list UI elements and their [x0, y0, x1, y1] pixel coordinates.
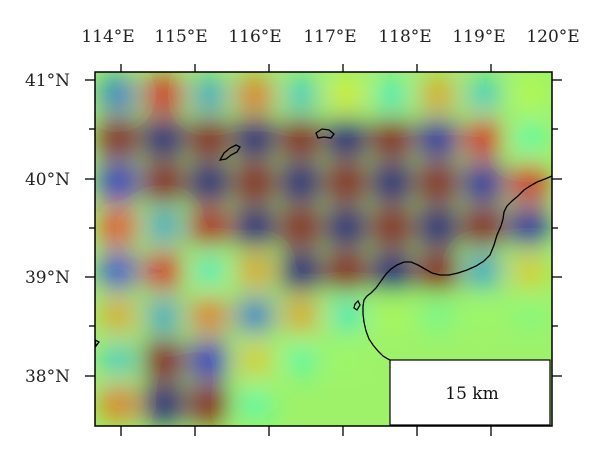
anomaly-blob	[333, 302, 360, 329]
anomaly-blob	[98, 118, 138, 158]
anomaly-blob	[194, 79, 225, 110]
longitude-labels: 114°E 115°E 116°E 117°E 118°E 119°E 120°…	[81, 27, 579, 47]
lon-label-116: 116°E	[228, 27, 281, 47]
anomaly-blob	[195, 257, 223, 285]
anomaly-blob	[372, 207, 412, 247]
scale-label: 15 km	[445, 384, 498, 404]
lon-label-119: 119°E	[452, 27, 505, 47]
anomaly-blob	[514, 256, 544, 286]
anomaly-blob	[189, 384, 229, 424]
anomaly-blob	[378, 80, 406, 108]
coastline-mainland	[362, 175, 552, 362]
anomaly-blob	[189, 163, 229, 203]
map-frame	[94, 71, 553, 427]
lat-label-40: 40°N	[25, 170, 70, 190]
anomaly-blob	[191, 341, 227, 378]
anomaly-blob	[235, 118, 275, 158]
anomaly-blob	[101, 210, 135, 244]
anomaly-blob	[469, 79, 498, 109]
anomaly-blob	[239, 299, 271, 332]
anomaly-blob	[326, 207, 366, 247]
lon-label-114: 114°E	[81, 27, 134, 47]
anomaly-blob	[333, 80, 360, 108]
anomaly-blob	[235, 163, 275, 203]
anomaly-blob	[281, 163, 321, 203]
anomaly-blob	[145, 253, 182, 289]
lon-label-120: 120°E	[526, 27, 579, 47]
lon-label-115: 115°E	[154, 27, 207, 47]
lat-label-38: 38°N	[25, 367, 70, 387]
anomaly-blob	[516, 125, 542, 151]
anomaly-blob	[517, 82, 542, 107]
anomaly-blob	[148, 300, 179, 331]
anomaly-blob	[472, 304, 495, 327]
anomaly-blob	[242, 391, 268, 417]
anomaly-pattern	[98, 76, 548, 424]
scale-box-frame	[389, 359, 551, 426]
anomaly-blob	[102, 300, 133, 331]
anomaly-blob	[148, 211, 179, 242]
anomaly-blob	[101, 387, 134, 420]
anomaly-blob	[465, 120, 502, 157]
anomaly-blob	[419, 119, 457, 157]
axis-ticks	[85, 64, 562, 436]
anomaly-blob	[326, 251, 366, 291]
anomaly-blob	[335, 348, 358, 371]
anomaly-blob	[285, 300, 316, 331]
anomaly-blob	[422, 79, 453, 110]
anomaly-blob	[145, 76, 182, 112]
anomaly-blob	[144, 340, 183, 380]
anomaly-blob	[380, 303, 404, 327]
island-coast	[353, 299, 361, 311]
anomaly-blob	[288, 347, 314, 373]
anomaly-blob	[190, 208, 228, 246]
anomaly-blob	[144, 384, 183, 424]
anomaly-blob	[372, 251, 412, 291]
anomaly-blob	[101, 78, 134, 111]
anomaly-blob	[239, 78, 271, 111]
anomaly-blob	[418, 207, 458, 247]
anomaly-blob	[464, 164, 502, 202]
anomaly-blob	[100, 164, 136, 201]
anomaly-blob	[326, 118, 366, 158]
anomaly-blob	[372, 118, 412, 158]
anomaly-blob	[193, 299, 226, 332]
anomaly-blob	[372, 163, 412, 203]
anomaly-blob	[511, 164, 547, 201]
reservoir-coast	[315, 128, 335, 139]
lake-outline	[218, 144, 241, 161]
anomaly-blob	[281, 251, 321, 291]
anomaly-blob	[326, 163, 366, 203]
coastline	[95, 128, 552, 362]
anomaly-blob	[144, 163, 183, 203]
anomaly-blob	[281, 207, 321, 247]
anomaly-blob	[418, 251, 458, 291]
anomaly-blob	[426, 303, 450, 327]
anomaly-blob	[240, 345, 270, 374]
scale-box: 15 km	[389, 359, 551, 426]
lon-label-118: 118°E	[378, 27, 431, 47]
anomaly-blob	[235, 207, 275, 247]
anomaly-blob	[281, 118, 321, 158]
anomaly-blob	[468, 256, 499, 287]
anomaly-blob	[239, 256, 270, 287]
anomaly-blob	[286, 79, 315, 109]
anomaly-blob	[518, 304, 541, 327]
lon-label-117: 117°E	[303, 27, 356, 47]
anomaly-blob	[464, 207, 503, 247]
anomaly-blob	[418, 163, 458, 203]
anomaly-blob	[101, 254, 135, 288]
lat-label-41: 41°N	[25, 71, 70, 91]
anomaly-blob	[144, 118, 183, 158]
latitude-labels: 41°N 40°N 39°N 38°N	[25, 71, 70, 387]
anomaly-blob	[103, 345, 133, 374]
lat-label-39: 39°N	[25, 268, 70, 288]
anomaly-blob	[510, 208, 548, 246]
anomaly-blob	[189, 118, 229, 158]
